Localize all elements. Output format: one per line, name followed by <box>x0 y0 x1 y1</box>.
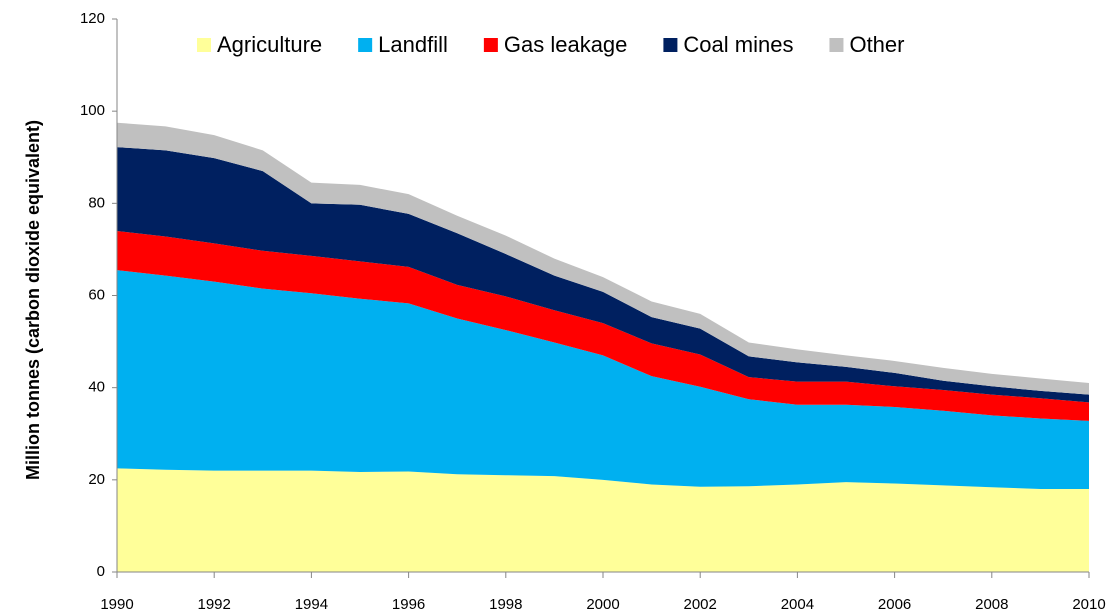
x-tick-label: 2010 <box>1072 596 1105 613</box>
y-tick-label: 40 <box>88 379 105 396</box>
area <box>117 230 1089 421</box>
legend-label: Other <box>849 32 904 57</box>
y-tick-label: 100 <box>80 102 105 119</box>
legend-label: Coal mines <box>683 32 793 57</box>
x-tick-label: 2000 <box>586 596 619 613</box>
legend-label: Landfill <box>378 32 448 57</box>
y-tick-label: 20 <box>88 471 105 488</box>
legend-label: Agriculture <box>217 32 322 57</box>
y-tick-label: 80 <box>88 194 105 211</box>
y-tick-label: 60 <box>88 286 105 303</box>
legend-swatch <box>483 38 498 52</box>
x-tick-label: 2002 <box>684 596 717 613</box>
x-tick-label: 1996 <box>392 596 425 613</box>
legend-label: Gas leakage <box>504 32 628 57</box>
area <box>117 122 1089 395</box>
area <box>117 468 1089 572</box>
x-tick-label: 1992 <box>198 596 231 613</box>
legend-swatch <box>197 38 211 52</box>
x-tick-label: 2004 <box>781 596 814 613</box>
y-tick-label: 120 <box>80 10 105 27</box>
x-tick-label: 1998 <box>489 596 522 613</box>
x-tick-label: 1990 <box>100 596 133 613</box>
legend-swatch <box>358 38 373 52</box>
x-tick-label: 1994 <box>295 596 328 613</box>
legend-swatch <box>829 38 844 52</box>
area <box>117 147 1089 403</box>
x-tick-label: 2006 <box>878 596 911 613</box>
y-axis-label: Million tonnes (carbon dioxide equivalen… <box>23 120 43 480</box>
legend-swatch <box>663 38 678 52</box>
area <box>117 270 1089 490</box>
y-tick-label: 0 <box>97 563 105 580</box>
x-tick-label: 2008 <box>975 596 1008 613</box>
